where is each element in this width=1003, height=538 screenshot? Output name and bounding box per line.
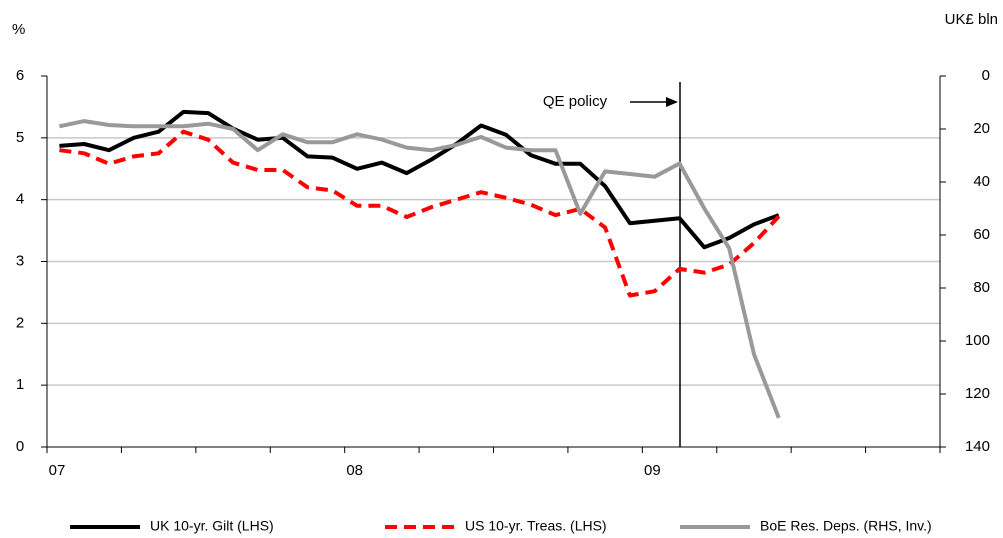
y-axis-label: % — [12, 21, 25, 38]
y-tick-label: 0 — [16, 438, 24, 455]
legend-label: US 10-yr. Treas. (LHS) — [465, 518, 607, 534]
y2-tick-label: 120 — [965, 385, 990, 402]
series-line — [59, 129, 781, 298]
x-tick-label: 08 — [346, 462, 363, 479]
y-tick-label: 1 — [16, 376, 24, 393]
y2-tick-label: 0 — [982, 67, 990, 84]
x-tick-label: 07 — [49, 462, 66, 479]
y2-tick-label: 80 — [973, 279, 990, 296]
y-tick-label: 4 — [16, 191, 24, 208]
legend-label: BoE Res. Deps. (RHS, Inv.) — [760, 518, 932, 534]
y2-tick-label: 20 — [973, 120, 990, 137]
y-tick-label: 6 — [16, 67, 24, 84]
y2-tick-label: 40 — [973, 173, 990, 190]
series-line — [58, 119, 781, 419]
legend-label: UK 10-yr. Gilt (LHS) — [150, 518, 274, 534]
y-tick-label: 2 — [16, 314, 24, 331]
y-tick-label: 3 — [16, 252, 24, 269]
y-tick-label: 5 — [16, 129, 24, 146]
y2-axis-label: UK£ bln — [945, 11, 998, 28]
x-tick-label: 09 — [644, 462, 661, 479]
y2-tick-label: 100 — [965, 332, 990, 349]
y2-tick-label: 60 — [973, 226, 990, 243]
annotation-arrowhead — [666, 97, 678, 107]
y2-tick-label: 140 — [965, 438, 990, 455]
series-line — [59, 109, 780, 250]
annotation: QE policy — [543, 93, 608, 110]
